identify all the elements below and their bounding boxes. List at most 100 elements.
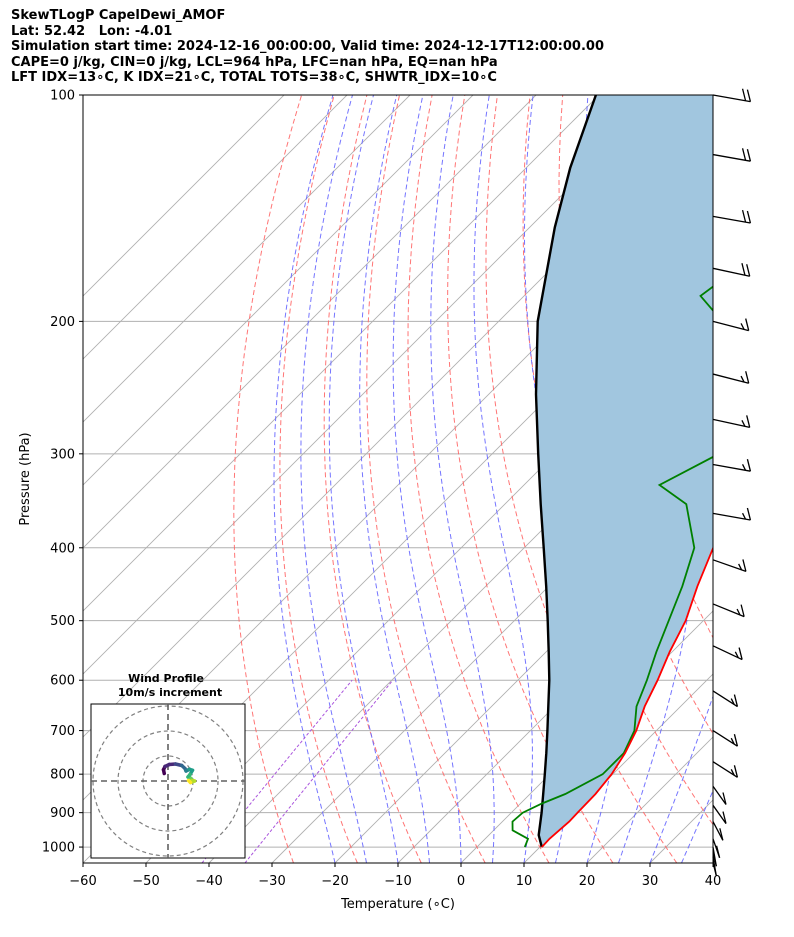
- stability-indices: LFT IDX=13∘C, K IDX=21∘C, TOTAL TOTS=38∘…: [11, 70, 497, 85]
- moist-adiabat: [273, 95, 336, 863]
- y-axis-label: Pressure (hPa): [18, 432, 33, 525]
- wind-barb: [712, 263, 751, 277]
- x-tick-label: 0: [457, 874, 465, 889]
- moist-adiabat: [649, 695, 713, 863]
- barb-flag: [715, 845, 721, 858]
- x-tick-label: 40: [705, 874, 722, 889]
- dry-adiabat: [279, 95, 358, 863]
- y-tick-label: 500: [50, 614, 75, 629]
- moist-adiabat: [681, 789, 713, 863]
- wind-barb: [712, 603, 745, 618]
- y-tick-label: 100: [50, 89, 75, 104]
- wind-barb: [712, 846, 717, 867]
- y-tick-label: 900: [50, 806, 75, 821]
- wind-barb: [712, 148, 752, 162]
- hodograph-ring: [117, 730, 219, 832]
- barb-flag: [719, 828, 724, 841]
- x-tick-label: −50: [132, 874, 159, 889]
- wind-barb: [712, 856, 717, 877]
- wind-barb: [712, 785, 727, 805]
- barb-flag: [745, 371, 750, 384]
- wind-barb: [712, 838, 721, 858]
- barb-flag: [741, 512, 747, 520]
- y-tick-label: 1000: [42, 841, 75, 856]
- x-tick-label: 20: [579, 874, 596, 889]
- barb-flag: [722, 792, 727, 805]
- barb-flag: [741, 209, 747, 223]
- wind-barb: [712, 645, 743, 661]
- isotherm-line: [83, 95, 537, 549]
- station-location: Lat: 52.42 Lon: -4.01: [11, 23, 173, 39]
- y-tick-label: 600: [50, 674, 75, 689]
- moist-adiabat: [473, 95, 533, 863]
- temperature-profile-line: [541, 545, 713, 848]
- barb-flag: [733, 765, 739, 778]
- dewpoint-profile-line: [511, 285, 713, 848]
- isotherm-line: [83, 95, 600, 612]
- barb-shaft: [712, 821, 724, 841]
- isotherm-line: [776, 95, 794, 863]
- barb-shaft: [712, 153, 751, 162]
- x-axis-label: Temperature (∘C): [340, 897, 455, 912]
- dry-adiabat: [233, 95, 303, 863]
- barb-shaft: [712, 512, 751, 521]
- y-tick-label: 200: [50, 315, 75, 330]
- barb-flag: [740, 323, 745, 330]
- y-tick-label: 700: [50, 724, 75, 739]
- barb-flag: [745, 318, 750, 331]
- barb-flag: [730, 769, 735, 776]
- dry-adiabat: [447, 95, 614, 863]
- barb-shaft: [712, 373, 749, 384]
- barb-flag: [722, 811, 727, 824]
- barb-flag: [740, 604, 745, 617]
- barb-flag: [746, 507, 752, 521]
- barb-flag: [746, 149, 752, 162]
- dry-adiabat: [323, 95, 422, 863]
- wind-barb: [712, 730, 739, 747]
- barb-flag: [736, 608, 741, 616]
- barb-flag: [741, 263, 746, 276]
- x-tick-label: −40: [195, 874, 222, 889]
- barb-shaft: [712, 463, 751, 472]
- wind-barb: [712, 371, 750, 384]
- barb-flag: [741, 420, 746, 427]
- wind-barb: [712, 88, 752, 103]
- dry-adiabat: [758, 95, 794, 863]
- barb-flag: [712, 863, 717, 877]
- profiles-layer: [511, 95, 713, 848]
- barb-flag: [746, 210, 752, 224]
- barb-flag: [730, 737, 735, 745]
- moist-adiabat: [300, 95, 367, 863]
- barb-shaft: [712, 645, 743, 661]
- wind-barb: [712, 459, 752, 472]
- barb-flag: [746, 264, 751, 277]
- isotherm-line: [83, 95, 285, 297]
- chart-title: SkewTLogP CapelDewi_AMOF: [11, 8, 226, 23]
- x-tick-label: −10: [384, 874, 411, 889]
- wind-profile-inset: Wind Profile 10m/s increment: [90, 672, 246, 859]
- mixing-ratio-line: [244, 679, 394, 863]
- isotherm-line: [83, 95, 474, 486]
- chart-header: SkewTLogP CapelDewi_AMOF Lat: 52.42 Lon:…: [11, 8, 604, 86]
- x-tick-label: −30: [258, 874, 285, 889]
- x-tick-label: 10: [516, 874, 533, 889]
- barb-flag: [730, 698, 735, 705]
- barb-flag: [741, 148, 747, 161]
- x-tick-label: −20: [321, 874, 348, 889]
- inset-subtitle: 10m/s increment: [118, 686, 222, 699]
- isotherm-line: [397, 547, 713, 863]
- isotherm-line: [271, 421, 713, 863]
- isotherm-line: [83, 95, 663, 675]
- isotherm-line: [523, 673, 713, 863]
- barb-flag: [746, 459, 752, 472]
- barb-shaft: [712, 785, 727, 805]
- wind-barb: [712, 804, 727, 824]
- isotherm-line: [83, 95, 348, 360]
- wind-barb: [712, 690, 739, 708]
- wind-barb: [712, 821, 724, 841]
- wind-barb: [712, 559, 747, 573]
- parcel-profile-line: [534, 95, 598, 848]
- hodograph-segment: [186, 778, 193, 785]
